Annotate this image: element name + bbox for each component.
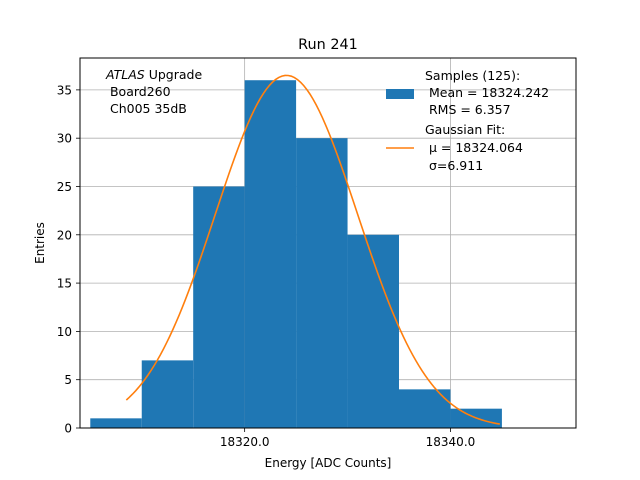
atlas-label: ATLAS (105, 67, 145, 82)
y-tick-label: 10 (57, 325, 72, 339)
histogram-bars (90, 80, 502, 428)
histogram-bar (399, 389, 451, 428)
x-axis-label: Energy [ADC Counts] (265, 456, 392, 470)
legend-samples-line-2: Mean = 18324.242 (425, 85, 549, 100)
atlas-upgrade-label: Upgrade (145, 67, 203, 82)
histogram-bar (347, 234, 400, 428)
histogram-bar (244, 80, 297, 428)
y-tick-label: 0 (64, 422, 72, 436)
x-axis-ticks: 18320.0 18340.0 (220, 428, 475, 449)
legend-samples-swatch (386, 89, 414, 99)
legend-fit-line-1: Gaussian Fit: (425, 122, 505, 137)
chart-title: Run 241 (298, 37, 358, 53)
y-tick-label: 35 (57, 83, 72, 97)
legend-samples-line-3: RMS = 6.357 (425, 102, 511, 117)
y-tick-label: 5 (64, 373, 72, 387)
y-tick-label: 15 (57, 277, 72, 291)
annotation-line-3: Ch005 35dB (106, 101, 187, 116)
legend-fit-line-2: μ = 18324.064 (425, 140, 523, 155)
y-axis-label: Entries (33, 222, 47, 264)
y-tick-label: 25 (57, 180, 72, 194)
histogram-bar (141, 360, 194, 428)
legend-samples-line-1: Samples (125): (425, 68, 520, 83)
annotation-line-1: ATLAS Upgrade (105, 67, 202, 82)
legend-fit-line-3: σ=6.911 (425, 158, 483, 173)
gaussian-fit-curve (125, 74, 500, 425)
x-tick-label: 18320.0 (220, 435, 270, 449)
legend: Samples (125): Mean = 18324.242 RMS = 6.… (386, 68, 549, 173)
histogram-bar (90, 418, 142, 428)
annotation-text: ATLAS Upgrade Board260 Ch005 35dB (105, 67, 202, 116)
plot-frame (79, 57, 577, 429)
annotation-line-2: Board260 (106, 84, 171, 99)
histogram-bar (296, 138, 348, 428)
histogram-bar (193, 186, 245, 428)
y-tick-label: 30 (57, 132, 72, 146)
x-tick-label: 18340.0 (426, 435, 476, 449)
y-tick-label: 20 (57, 228, 72, 242)
y-axis-ticks: 0 5 10 15 20 25 30 35 (57, 83, 80, 436)
